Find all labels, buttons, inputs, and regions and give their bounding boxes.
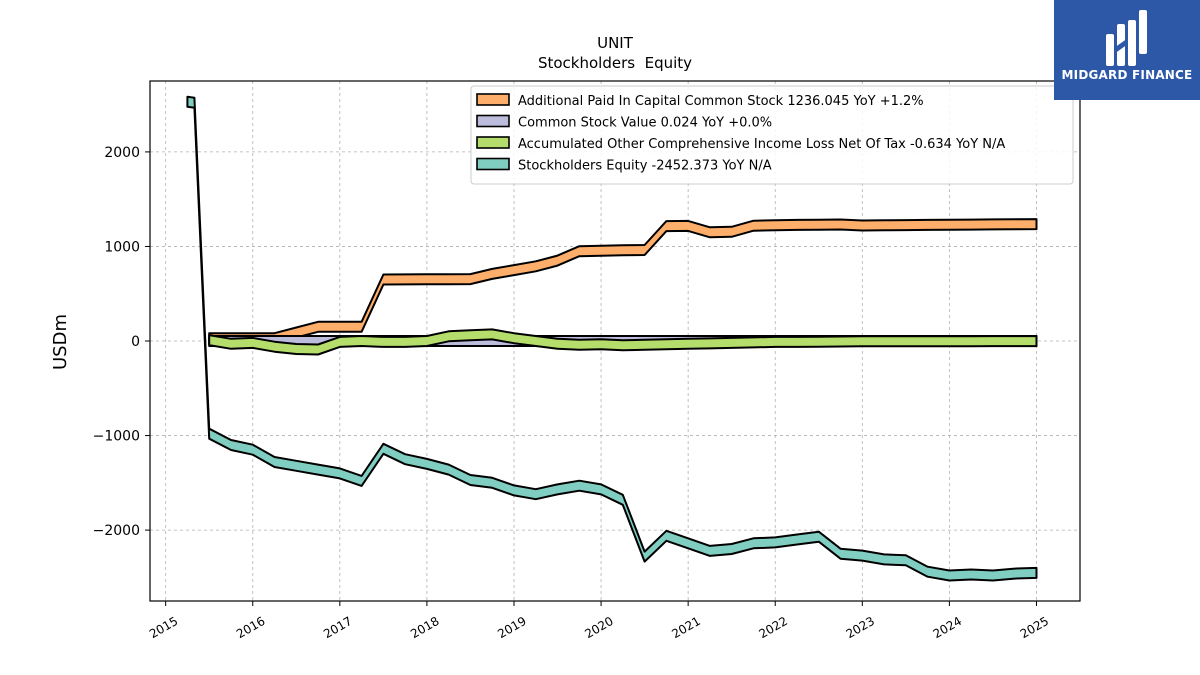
x-tick-label: 2022 — [756, 614, 789, 641]
x-tick-label: 2016 — [234, 614, 267, 641]
chart-title: UNIT — [597, 34, 634, 52]
legend-swatch-3 — [476, 157, 510, 171]
legend-swatch-0 — [476, 93, 510, 106]
legend-label-0: Additional Paid In Capital Common Stock … — [518, 94, 924, 109]
brand-logo: MIDGARD FINANCE — [1054, 0, 1200, 100]
legend-swatch-2 — [476, 136, 510, 149]
x-tick-label: 2025 — [1018, 614, 1051, 641]
chart-subtitle: Stockholders Equity — [538, 54, 692, 72]
legend-label-2: Accumulated Other Comprehensive Income L… — [518, 137, 1005, 152]
series-band-2 — [208, 328, 1038, 356]
x-tick-label: 2024 — [931, 614, 964, 641]
y-tick-label: −1000 — [93, 429, 140, 445]
y-tick-label: 0 — [131, 334, 140, 350]
logo-mark-icon — [1106, 10, 1147, 66]
y-tick-label: 1000 — [104, 239, 140, 255]
x-tick-label: 2019 — [495, 614, 528, 641]
series-areas — [186, 95, 1038, 582]
x-tick-label: 2015 — [147, 614, 180, 641]
legend-label-3: Stockholders Equity -2452.373 YoY N/A — [518, 159, 772, 174]
legend-swatch-1 — [476, 114, 510, 128]
legend-box — [470, 85, 1074, 185]
logo-text: MIDGARD FINANCE — [1061, 68, 1193, 82]
x-tick-label: 2018 — [408, 614, 441, 641]
y-tick-label: −2000 — [93, 523, 140, 539]
series-band-0 — [208, 218, 1038, 345]
x-tick-label: 2020 — [582, 614, 615, 641]
legend: Additional Paid In Capital Common Stock … — [470, 85, 1074, 185]
x-tick-label: 2023 — [844, 614, 877, 641]
legend-label-1: Common Stock Value 0.024 YoY +0.0% — [518, 116, 772, 131]
series-band-3 — [186, 95, 1038, 582]
x-tick-label: 2021 — [669, 614, 702, 641]
y-axis-label: USDm — [50, 314, 71, 370]
x-tick-label: 2017 — [321, 614, 354, 641]
y-tick-label: 2000 — [104, 145, 140, 161]
